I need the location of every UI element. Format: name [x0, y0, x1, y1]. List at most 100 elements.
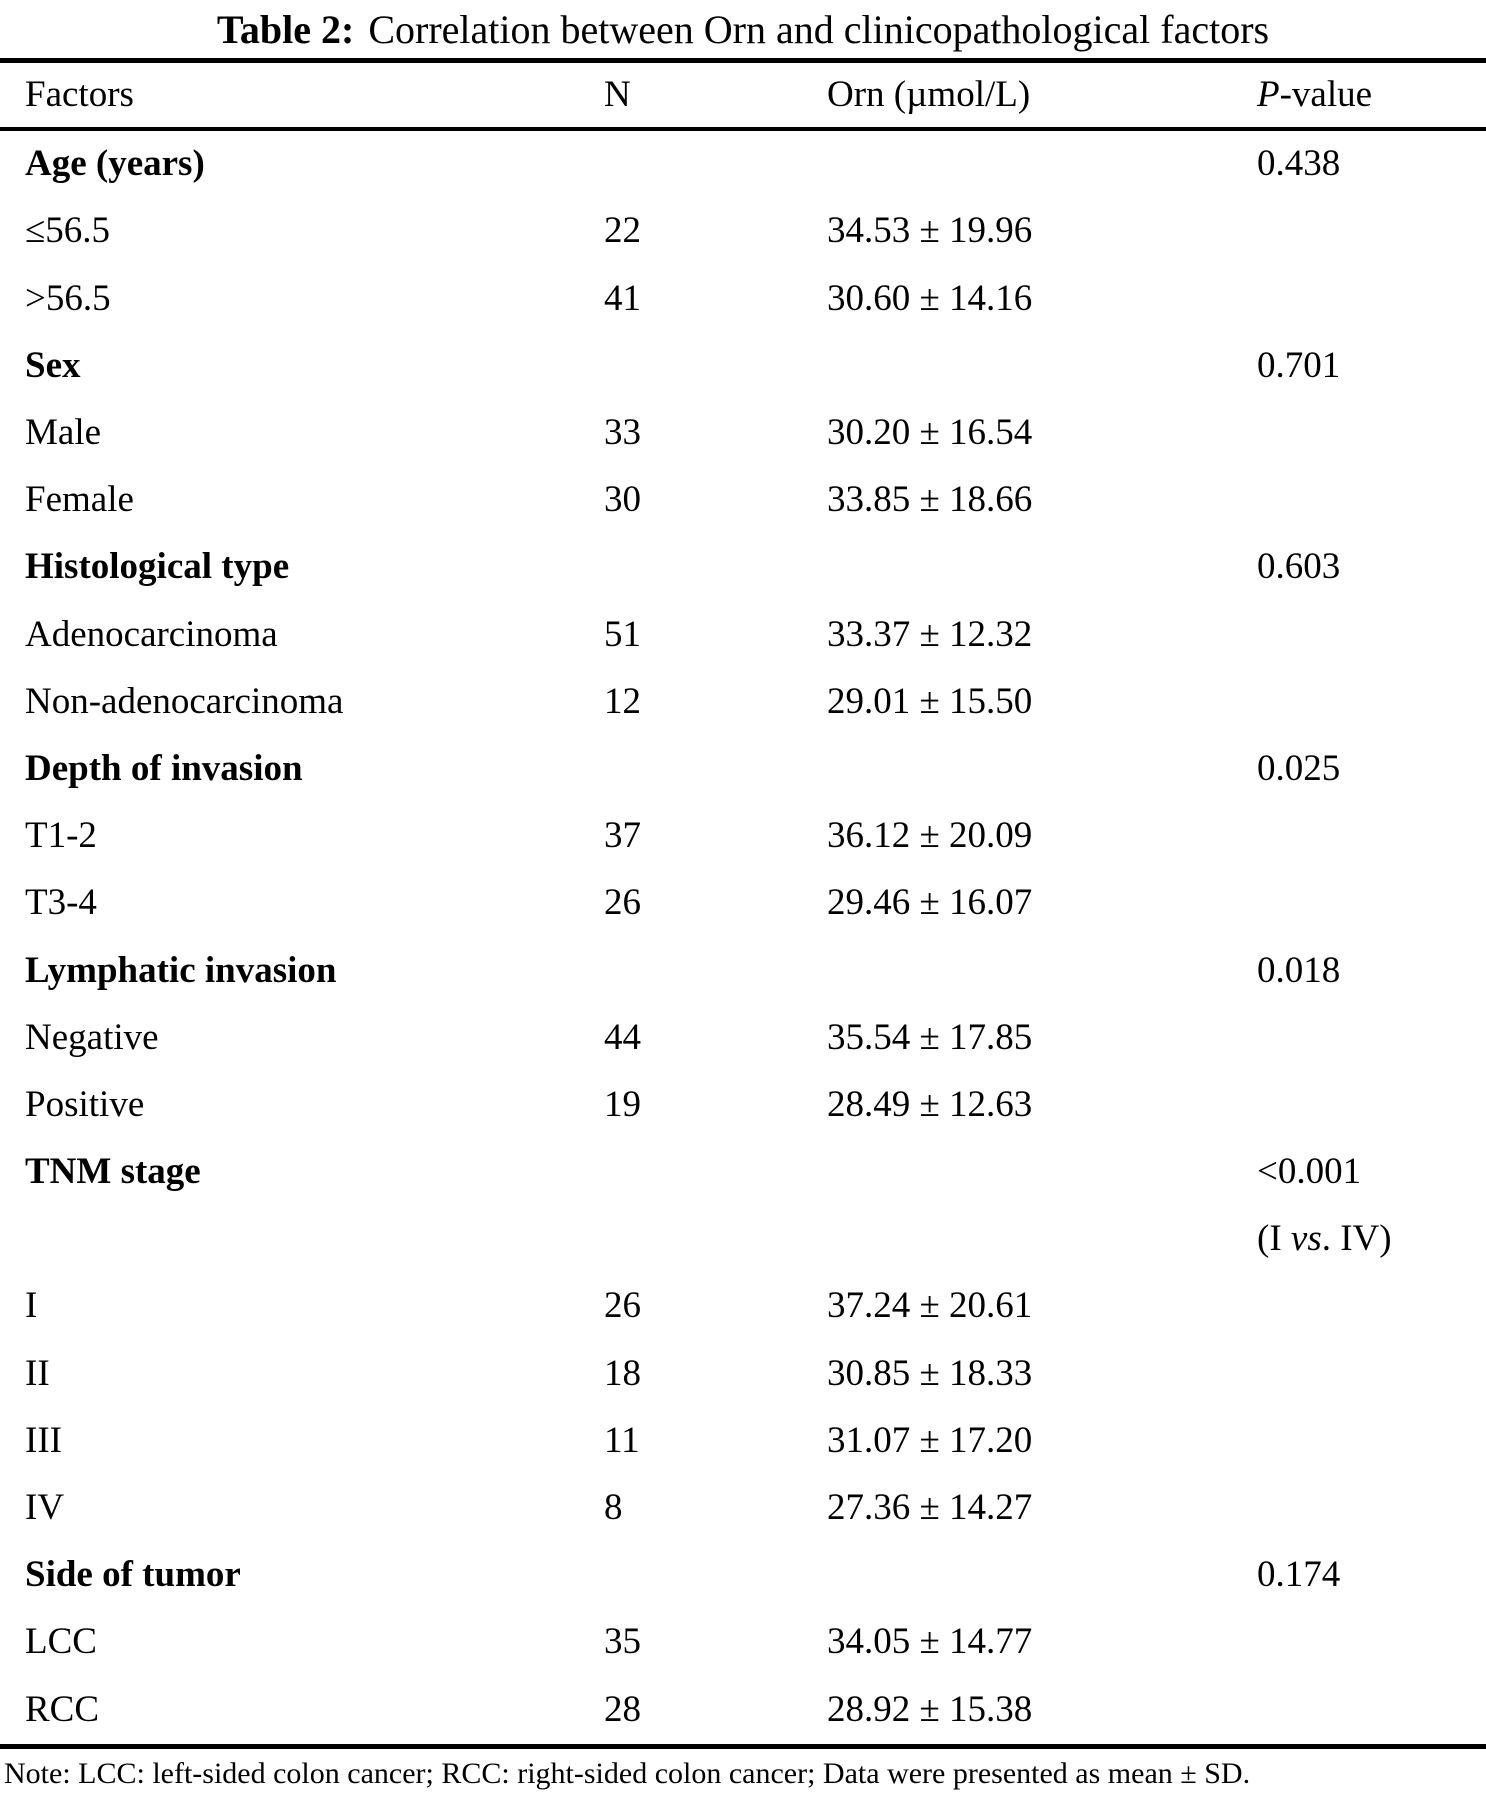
- cell-factors: LCC: [25, 1621, 97, 1663]
- cell-orn: 35.54 ± 17.85: [827, 1016, 1033, 1058]
- cell-n: 19: [604, 1083, 641, 1125]
- cell-orn: 34.53 ± 19.96: [827, 210, 1033, 252]
- column-header-n: N: [604, 73, 631, 115]
- cell-factors: Histological type: [25, 546, 290, 588]
- table-caption-text: Correlation between Orn and clinicopatho…: [368, 6, 1270, 52]
- cell-factors: III: [25, 1419, 62, 1461]
- cell-orn: 37.24 ± 20.61: [827, 1285, 1033, 1327]
- cell-n: 26: [604, 1285, 641, 1327]
- cell-factors: TNM stage: [25, 1151, 201, 1193]
- cell-p: 0.438: [1257, 143, 1341, 185]
- table-row: Lymphatic invasion 0.018: [0, 937, 1486, 1004]
- cell-orn: 30.20 ± 16.54: [827, 412, 1033, 453]
- cell-p: (I vs. IV): [1257, 1218, 1392, 1260]
- table-body: Age (years) 0.438 ≤56.5 22 34.53 ± 19.96 >56.…: [0, 131, 1486, 1744]
- table-row: (I vs. IV): [0, 1206, 1486, 1273]
- top-rule: [0, 58, 1486, 63]
- cell-n: 37: [604, 815, 641, 857]
- table-row: LCC 35 34.05 ± 14.77: [0, 1609, 1486, 1676]
- table-row: Age (years) 0.438: [0, 131, 1486, 198]
- table-footnote: Note: LCC: left-sided colon cancer; RCC:…: [4, 1756, 1251, 1790]
- table-row: Male 33 30.20 ± 16.54: [0, 400, 1486, 467]
- cell-factors: Adenocarcinoma: [25, 613, 278, 655]
- cell-n: 33: [604, 412, 641, 453]
- table-row: Positive 19 28.49 ± 12.63: [0, 1072, 1486, 1139]
- cell-orn: 36.12 ± 20.09: [827, 815, 1033, 857]
- cell-p: 0.174: [1257, 1554, 1341, 1596]
- table-row: Non-adenocarcinoma 12 29.01 ± 15.50: [0, 669, 1486, 736]
- cell-n: 8: [604, 1487, 623, 1528]
- table-row: Female 30 33.85 ± 18.66: [0, 467, 1486, 534]
- cell-factors: Age (years): [25, 143, 205, 185]
- cell-n: 11: [604, 1419, 640, 1461]
- table-row: Sex 0.701: [0, 333, 1486, 400]
- cell-p: 0.701: [1257, 344, 1341, 386]
- table-row: Depth of invasion 0.025: [0, 736, 1486, 803]
- table-row: IV 8 27.36 ± 14.27: [0, 1475, 1486, 1542]
- cell-factors: I: [25, 1285, 38, 1327]
- table-row: TNM stage <0.001: [0, 1139, 1486, 1206]
- table-caption: Table 2: Correlation between Orn and cli…: [0, 0, 1486, 58]
- table-row: T3-4 26 29.46 ± 16.07: [0, 870, 1486, 937]
- header-rule: [0, 127, 1486, 131]
- cell-orn: 30.85 ± 18.33: [827, 1352, 1033, 1394]
- cell-n: 30: [604, 479, 641, 521]
- table-caption-label: Table 2:: [216, 6, 355, 52]
- bottom-rule: [0, 1743, 1486, 1749]
- table-row: Side of tumor 0.174: [0, 1542, 1486, 1609]
- cell-orn: 33.37 ± 12.32: [827, 613, 1033, 655]
- table-row: II 18 30.85 ± 18.33: [0, 1340, 1486, 1407]
- cell-factors: Lymphatic invasion: [25, 949, 337, 991]
- cell-orn: 27.36 ± 14.27: [827, 1487, 1033, 1528]
- cell-p: 0.603: [1257, 546, 1341, 588]
- table-row: Histological type 0.603: [0, 534, 1486, 601]
- cell-p: 0.018: [1257, 949, 1341, 991]
- cell-factors: Negative: [25, 1016, 159, 1058]
- cell-factors: T1-2: [25, 815, 97, 857]
- table-row: >56.5 41 30.60 ± 14.16: [0, 265, 1486, 332]
- table-row: I 26 37.24 ± 20.61: [0, 1273, 1486, 1340]
- cell-factors: Positive: [25, 1083, 145, 1125]
- cell-orn: 29.01 ± 15.50: [827, 680, 1033, 722]
- cell-factors: II: [25, 1352, 50, 1394]
- cell-orn: 28.92 ± 15.38: [827, 1688, 1033, 1730]
- cell-factors: T3-4: [25, 882, 97, 924]
- cell-orn: 29.46 ± 16.07: [827, 882, 1033, 924]
- cell-factors: Female: [25, 479, 134, 521]
- table-row: ≤56.5 22 34.53 ± 19.96: [0, 198, 1486, 265]
- cell-p: <0.001: [1257, 1151, 1362, 1193]
- cell-orn: 28.49 ± 12.63: [827, 1083, 1033, 1125]
- cell-n: 26: [604, 882, 641, 924]
- table-row: III 11 31.07 ± 17.20: [0, 1408, 1486, 1475]
- cell-n: 41: [604, 277, 641, 319]
- cell-factors: RCC: [25, 1688, 100, 1730]
- cell-factors: Sex: [25, 344, 81, 386]
- cell-orn: 33.85 ± 18.66: [827, 479, 1033, 521]
- column-header-orn: Orn (µmol/L): [827, 73, 1031, 115]
- cell-n: 18: [604, 1352, 641, 1394]
- table-header-row: Factors N Orn (µmol/L) P-value: [0, 63, 1486, 127]
- cell-factors: Depth of invasion: [25, 747, 303, 789]
- cell-n: 12: [604, 680, 641, 722]
- cell-orn: 31.07 ± 17.20: [827, 1419, 1033, 1461]
- table-row: Adenocarcinoma 51 33.37 ± 12.32: [0, 601, 1486, 668]
- cell-factors: IV: [25, 1487, 65, 1528]
- cell-factors: ≤56.5: [25, 210, 111, 252]
- cell-n: 51: [604, 613, 641, 655]
- table-row: Negative 44 35.54 ± 17.85: [0, 1004, 1486, 1071]
- column-header-p: P-value: [1257, 73, 1373, 115]
- cell-p: 0.025: [1257, 747, 1341, 789]
- column-header-factors: Factors: [25, 73, 134, 115]
- cell-factors: >56.5: [25, 277, 111, 319]
- cell-n: 28: [604, 1688, 641, 1730]
- table-row: T1-2 37 36.12 ± 20.09: [0, 803, 1486, 870]
- cell-factors: Male: [25, 412, 102, 453]
- cell-n: 35: [604, 1621, 641, 1663]
- cell-orn: 34.05 ± 14.77: [827, 1621, 1033, 1663]
- cell-factors: Side of tumor: [25, 1554, 241, 1596]
- table-row: RCC 28 28.92 ± 15.38: [0, 1676, 1486, 1743]
- cell-n: 44: [604, 1016, 641, 1058]
- cell-factors: Non-adenocarcinoma: [25, 680, 344, 722]
- cell-orn: 30.60 ± 14.16: [827, 277, 1033, 319]
